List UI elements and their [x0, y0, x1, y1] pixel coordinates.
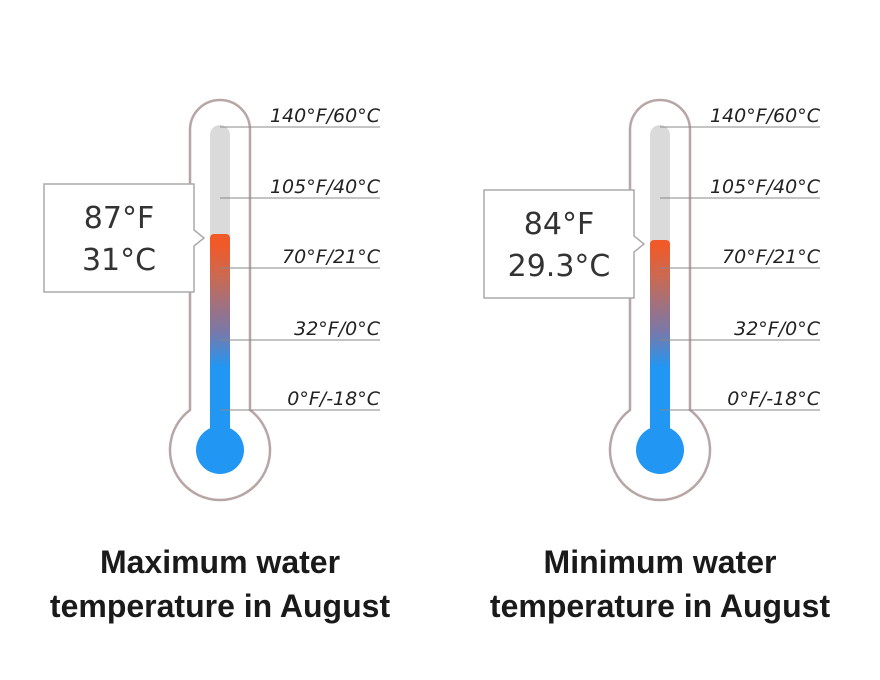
tick-label: 140°F/60°C	[270, 105, 381, 127]
mercury-column	[650, 240, 670, 450]
chart-caption: Maximum water	[100, 544, 340, 580]
thermometer-minimum: 140°F/60°C 105°F/40°C 70°F/21°C 32°F/0°C 0°F…	[483, 98, 831, 624]
value-celsius: 31°C	[82, 243, 156, 278]
tick-label: 32°F/0°C	[294, 318, 381, 340]
tick-label: 70°F/21°C	[722, 246, 821, 268]
value-celsius: 29.3°C	[508, 249, 611, 284]
tick-label: 105°F/40°C	[270, 176, 381, 198]
tick-label: 70°F/21°C	[282, 246, 381, 268]
chart-caption: temperature in August	[490, 588, 831, 624]
chart-caption: Minimum water	[544, 544, 777, 580]
tick-label: 0°F/-18°C	[727, 388, 820, 410]
chart-caption: temperature in August	[50, 588, 391, 624]
value-fahrenheit: 84°F	[524, 207, 594, 242]
value-callout	[43, 183, 206, 293]
tick-label: 105°F/40°C	[710, 176, 821, 198]
tick-label: 140°F/60°C	[710, 105, 821, 127]
mercury-column	[210, 234, 230, 450]
value-callout	[483, 189, 646, 299]
value-fahrenheit: 87°F	[84, 201, 154, 236]
thermometer-maximum: 140°F/60°C 105°F/40°C 70°F/21°C 32°F/0°C 0°F…	[43, 98, 391, 624]
mercury-bulb	[196, 426, 244, 474]
mercury-bulb	[636, 426, 684, 474]
tick-label: 0°F/-18°C	[287, 388, 380, 410]
tick-label: 32°F/0°C	[734, 318, 821, 340]
